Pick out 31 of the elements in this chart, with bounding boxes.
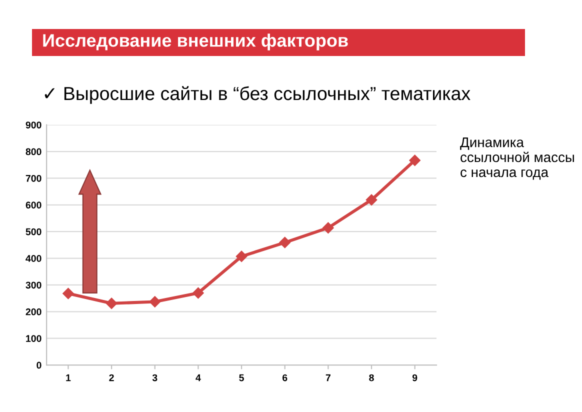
point [409, 154, 420, 166]
y-tick-label: 900 [26, 122, 42, 128]
x-tick-label: 9 [412, 374, 418, 382]
point [279, 236, 290, 248]
y-tick-label: 500 [26, 228, 42, 236]
x-tick-label: 6 [282, 374, 288, 382]
point [62, 288, 74, 300]
point [149, 296, 160, 308]
chart-title: Исследование внешних факторов [43, 34, 348, 50]
x-tick-label: 7 [326, 374, 330, 382]
x-tick-label: 3 [152, 374, 158, 382]
x-tick-label: 4 [196, 374, 201, 382]
y-tick-label: 200 [26, 308, 42, 316]
y-tick-label: 400 [26, 255, 42, 262]
point [192, 287, 204, 299]
x-tick-label: 8 [369, 374, 374, 382]
chart-subtitle: ✓ Выросшие сайты в “без ссылочных” тематиках [44, 86, 470, 104]
y-tick-label: 600 [26, 202, 42, 209]
y-tick-label: 300 [26, 282, 42, 289]
point [106, 298, 118, 309]
point [236, 250, 248, 262]
y-tick-label: 100 [26, 335, 42, 342]
y-tick-label: 0 [36, 362, 42, 369]
text: Динамика ссылочной массы с начала года [460, 138, 574, 180]
point [322, 222, 334, 234]
y-tick-label: 700 [26, 174, 42, 182]
point [366, 194, 378, 206]
x-tick-label: 5 [239, 374, 244, 382]
y-tick-label: 800 [26, 148, 42, 156]
x-tick-label: 1 [66, 374, 71, 382]
x-tick-label: 2 [109, 374, 114, 382]
